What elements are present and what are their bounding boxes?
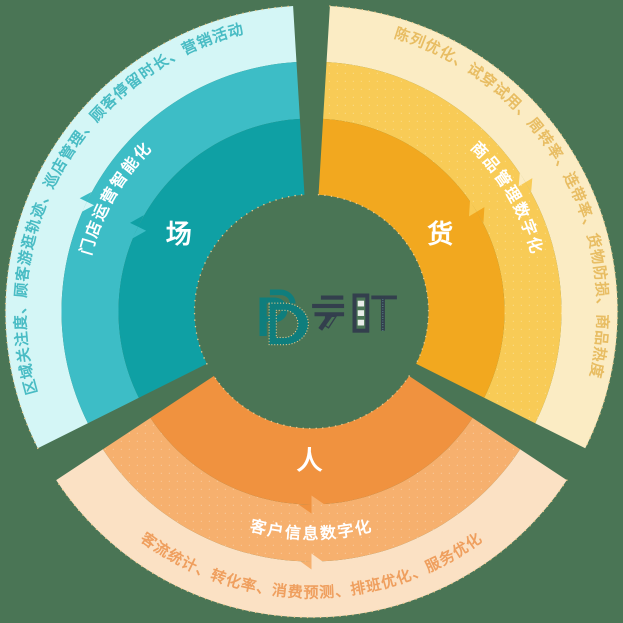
svg-text:人: 人 [296,445,326,475]
svg-text:场: 场 [166,219,196,249]
svg-text:货: 货 [427,219,457,249]
